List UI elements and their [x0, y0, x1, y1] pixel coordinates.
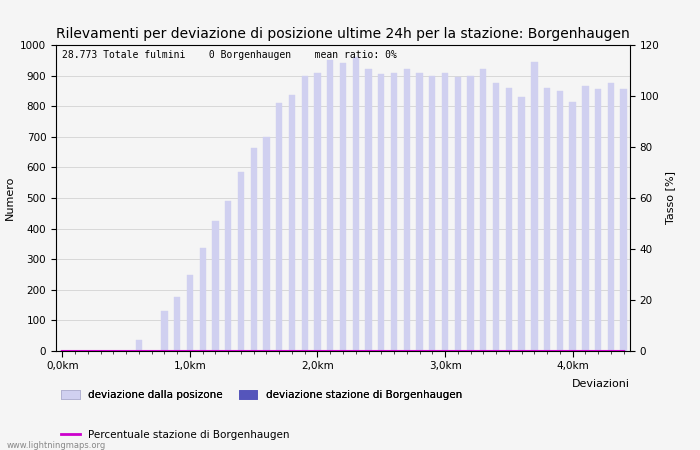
- Bar: [136, 340, 142, 351]
- Bar: [531, 62, 538, 351]
- Bar: [620, 90, 626, 351]
- Bar: [480, 69, 486, 351]
- Bar: [353, 57, 359, 351]
- Bar: [314, 72, 321, 351]
- Bar: [263, 137, 270, 351]
- Bar: [595, 90, 601, 351]
- Bar: [161, 311, 167, 351]
- Bar: [238, 172, 244, 351]
- Bar: [505, 88, 512, 351]
- Bar: [608, 83, 614, 351]
- Bar: [429, 76, 435, 351]
- Bar: [365, 69, 372, 351]
- Bar: [442, 72, 448, 351]
- Bar: [212, 221, 218, 351]
- Text: www.lightningmaps.org: www.lightningmaps.org: [7, 441, 106, 450]
- Text: Deviazioni: Deviazioni: [572, 378, 630, 388]
- Text: 28.773 Totale fulmini    0 Borgenhaugen    mean ratio: 0%: 28.773 Totale fulmini 0 Borgenhaugen mea…: [62, 50, 397, 59]
- Y-axis label: Numero: Numero: [5, 176, 15, 220]
- Bar: [174, 297, 181, 351]
- Bar: [302, 76, 308, 351]
- Bar: [519, 97, 525, 351]
- Bar: [251, 148, 257, 351]
- Bar: [493, 83, 499, 351]
- Y-axis label: Tasso [%]: Tasso [%]: [665, 171, 675, 225]
- Bar: [340, 63, 346, 351]
- Bar: [391, 72, 397, 351]
- Bar: [454, 77, 461, 351]
- Bar: [225, 201, 232, 351]
- Bar: [276, 103, 282, 351]
- Bar: [556, 91, 563, 351]
- Bar: [582, 86, 589, 351]
- Legend: deviazione dalla posizone, deviazione stazione di Borgenhaugen: deviazione dalla posizone, deviazione st…: [61, 390, 462, 400]
- Bar: [199, 248, 206, 351]
- Bar: [187, 274, 193, 351]
- Bar: [327, 60, 333, 351]
- Legend: Percentuale stazione di Borgenhaugen: Percentuale stazione di Borgenhaugen: [61, 430, 290, 440]
- Title: Rilevamenti per deviazione di posizione ultime 24h per la stazione: Borgenhaugen: Rilevamenti per deviazione di posizione …: [56, 27, 630, 41]
- Bar: [468, 76, 474, 351]
- Bar: [544, 88, 550, 351]
- Bar: [289, 95, 295, 351]
- Bar: [378, 74, 384, 351]
- Bar: [569, 102, 576, 351]
- Bar: [416, 72, 423, 351]
- Bar: [404, 69, 410, 351]
